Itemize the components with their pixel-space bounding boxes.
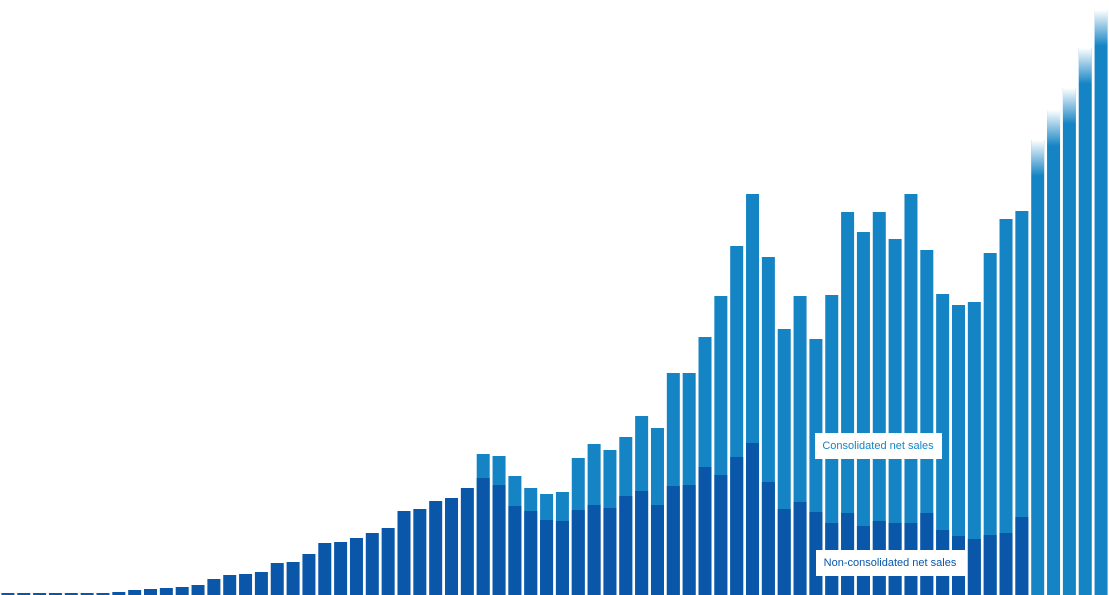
labels: Consolidated net sales Non-consolidated … [815, 433, 965, 576]
legend-label: Consolidated net sales [822, 440, 934, 452]
bar [999, 219, 1013, 595]
bar [429, 501, 443, 595]
bar [1, 593, 15, 595]
bar [856, 232, 870, 595]
bar [302, 554, 316, 595]
bar [967, 539, 981, 595]
bar [777, 509, 791, 595]
bar [524, 511, 538, 595]
fade [1031, 140, 1045, 540]
bar [191, 585, 205, 595]
legend-label: Non-consolidated net sales [824, 557, 957, 569]
bar [571, 510, 585, 595]
label-box [815, 433, 942, 459]
bar [555, 521, 569, 595]
bar [96, 593, 110, 595]
bar [587, 505, 601, 595]
bar [128, 590, 142, 595]
bar [270, 563, 284, 595]
bar [746, 443, 760, 595]
bar [650, 505, 664, 595]
bar [33, 593, 47, 595]
bar [730, 457, 744, 595]
bar [445, 498, 459, 595]
bar [635, 491, 649, 595]
bar [318, 543, 332, 595]
bar [872, 212, 886, 595]
bar [508, 506, 522, 595]
bar [888, 239, 902, 595]
fade [1078, 48, 1092, 448]
bar [144, 589, 158, 595]
bars [1, 10, 1108, 595]
label-box [816, 550, 965, 576]
bar [936, 294, 950, 595]
bar [492, 485, 506, 595]
bar [761, 482, 775, 595]
bar [1015, 211, 1029, 595]
bar [112, 592, 126, 595]
bar [476, 478, 490, 595]
bar [999, 533, 1013, 595]
bar [983, 253, 997, 595]
bar [666, 486, 680, 595]
bar [365, 533, 379, 595]
bar [159, 588, 173, 595]
bar [64, 593, 78, 595]
bar [682, 485, 696, 595]
bar [967, 302, 981, 595]
fade [1047, 110, 1061, 510]
bar [17, 593, 31, 595]
bar [603, 508, 617, 595]
bar [793, 502, 807, 595]
bar [413, 509, 427, 595]
bar [334, 542, 348, 595]
bar [80, 593, 94, 595]
bar [904, 194, 918, 595]
bar [698, 467, 712, 595]
bar [460, 488, 474, 595]
bar [254, 572, 268, 595]
bar [239, 574, 253, 595]
bar [540, 520, 554, 595]
bar [48, 593, 62, 595]
bar [175, 587, 189, 595]
bar [920, 250, 934, 595]
bar [983, 535, 997, 595]
bar [223, 575, 237, 595]
bar [286, 562, 300, 595]
bar [1015, 517, 1029, 595]
bar [207, 579, 221, 595]
fade [1094, 10, 1108, 410]
bar [397, 511, 411, 595]
bar [619, 496, 633, 595]
bar [714, 475, 728, 595]
bar [951, 305, 965, 595]
bar [349, 538, 363, 595]
fade [1062, 88, 1076, 488]
bar [381, 528, 395, 595]
bar [841, 212, 855, 595]
